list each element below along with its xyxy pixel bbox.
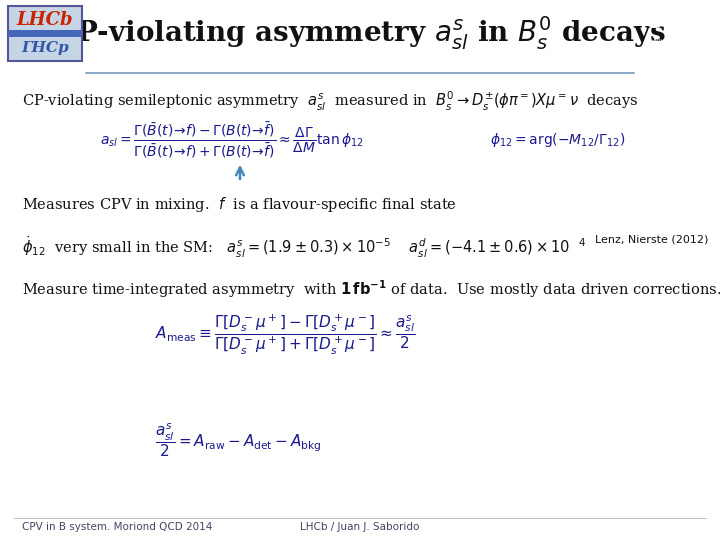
- Text: Measures CPV in mixing.  $f$  is a flavour-specific final state: Measures CPV in mixing. $f$ is a flavour…: [22, 195, 457, 214]
- Text: Lenz, Nierste (2012): Lenz, Nierste (2012): [595, 235, 708, 245]
- Text: $\dot{\phi}_{12}$  very small in the SM:   $a^s_{sl} = (1.9 \pm 0.3) \times 10^{: $\dot{\phi}_{12}$ very small in the SM: …: [22, 235, 587, 260]
- Text: CP-violating semileptonic asymmetry  $a^s_{sl}$  measured in  $B^0_s \to D^{\pm}: CP-violating semileptonic asymmetry $a^s…: [22, 90, 639, 113]
- Text: $A_{\mathrm{meas}} \equiv \dfrac{\Gamma[D_s^-\mu^+] - \Gamma[D_s^+\mu^-]}{\Gamma: $A_{\mathrm{meas}} \equiv \dfrac{\Gamma[…: [155, 313, 416, 357]
- FancyBboxPatch shape: [8, 6, 82, 60]
- Text: CPV in B system. Moriond QCD 2014: CPV in B system. Moriond QCD 2014: [22, 522, 212, 532]
- Text: $\phi_{12} = \mathrm{arg}(-M_{12}/\Gamma_{12})$: $\phi_{12} = \mathrm{arg}(-M_{12}/\Gamma…: [490, 131, 625, 149]
- Text: LHCb: LHCb: [17, 11, 73, 29]
- Text: LHCb / Juan J. Saborido: LHCb / Juan J. Saborido: [300, 522, 420, 532]
- Text: USC: USC: [644, 8, 703, 34]
- Text: UNIVERSIDADE
DE SANTIAGO
DE COMPOSTELA: UNIVERSIDADE DE SANTIAGO DE COMPOSTELA: [648, 39, 698, 56]
- Text: $a_{sl} = \dfrac{\Gamma(\bar{B}(t)\!\to\! f) - \Gamma(B(t)\!\to\! \bar{f})}{\Gam: $a_{sl} = \dfrac{\Gamma(\bar{B}(t)\!\to\…: [100, 120, 364, 159]
- Text: $\dfrac{a^s_{sl}}{2} = A_{\mathrm{raw}} - A_{\mathrm{det}} - A_{\mathrm{bkg}}$: $\dfrac{a^s_{sl}}{2} = A_{\mathrm{raw}} …: [155, 421, 322, 459]
- Text: ГНСр: ГНСр: [21, 41, 69, 55]
- FancyBboxPatch shape: [8, 30, 82, 37]
- Text: Measure time-integrated asymmetry  with $\mathbf{1\,fb^{-1}}$ of data.  Use most: Measure time-integrated asymmetry with $…: [22, 278, 720, 300]
- Text: CP-violating asymmetry $a^s_{sl}$ in $B^0_s$ decays: CP-violating asymmetry $a^s_{sl}$ in $B^…: [54, 14, 666, 52]
